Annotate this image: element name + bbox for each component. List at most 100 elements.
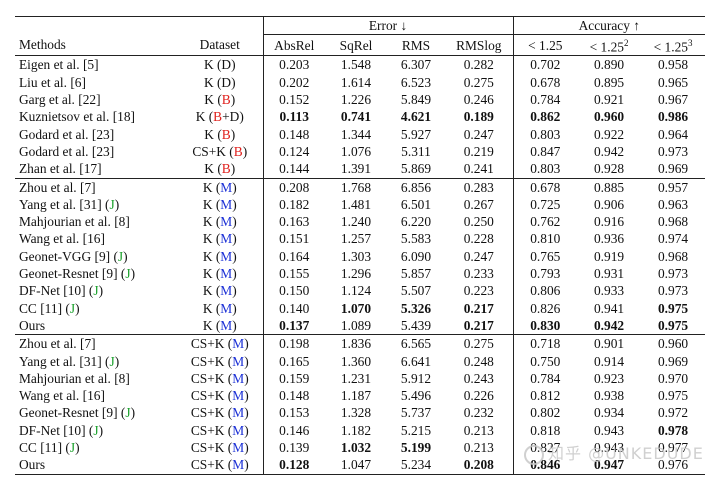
dataset-cell: CS+K (M)	[177, 439, 263, 456]
value-cell: 0.146	[262, 421, 325, 439]
table-row: Geonet-VGG [9] (J) K (M) 0.164 1.303 6.090 0.…	[15, 247, 705, 266]
method-cell: DF-Net [10] (J)	[15, 422, 177, 439]
value-cell: 6.501	[400, 196, 432, 212]
dataset-text: )	[232, 248, 237, 264]
value-cell: 6.090	[400, 248, 432, 264]
value-cell: 0.139	[262, 439, 325, 457]
value-cell: 1.391	[340, 161, 372, 177]
value-cell: 0.975	[657, 317, 689, 333]
value-cell: 0.182	[262, 195, 325, 214]
value-cell: 0.938	[593, 388, 625, 404]
dataset-text: )	[231, 57, 236, 73]
value-cell: 0.960	[593, 109, 625, 125]
value-cell: 0.248	[463, 353, 494, 369]
method-cell: CC [11] (J)	[15, 439, 177, 456]
dataset-text: )	[232, 179, 237, 195]
value-cell: 0.208	[262, 177, 325, 196]
table-row: Zhou et al. [7] K (M) 0.208 1.768 6.856 0.283…	[15, 177, 706, 196]
dataset-text: )	[244, 370, 249, 386]
value-cell: 0.213	[463, 440, 494, 455]
method-paren-close: )	[114, 353, 120, 369]
value-cell: 0.973	[657, 283, 689, 299]
value-cell: 0.967	[657, 92, 689, 108]
value-cell: 0.765	[512, 247, 578, 266]
value-cell: 5.439	[400, 317, 432, 333]
col-header-acc2: < 1.252	[577, 33, 642, 56]
value-cell: 0.165	[262, 352, 325, 370]
dataset-text: )	[232, 283, 237, 299]
value-cell: 0.963	[657, 196, 689, 212]
table-row: DF-Net [10] (J) CS+K (M) 0.146 1.182 5.215 0.…	[15, 421, 705, 439]
joint-training-mark: J	[109, 196, 115, 212]
value-cell: 1.768	[325, 177, 387, 196]
value-cell: 0.163	[262, 213, 325, 231]
value-cell: 1.296	[340, 266, 372, 282]
value-cell: 1.231	[340, 370, 372, 386]
method-name: Godard et al. [23]	[19, 126, 115, 142]
value-cell: 1.187	[340, 388, 372, 404]
value-cell: 1.614	[340, 74, 372, 90]
value-cell: 1.257	[340, 231, 372, 247]
value-cell: 0.275	[445, 334, 514, 353]
method-name: Zhou et al. [7]	[19, 179, 96, 195]
table-row: Mahjourian et al. [8] CS+K (M) 0.159 1.231 5…	[15, 369, 705, 388]
dataset-text: )	[232, 196, 237, 212]
dataset-text: )	[244, 422, 249, 438]
supervision-tag: M	[232, 353, 245, 369]
value-cell: 5.199	[400, 440, 432, 455]
dataset-text: )	[230, 161, 236, 177]
value-cell: 0.802	[512, 404, 578, 422]
value-cell: 0.973	[657, 143, 689, 159]
method-cell: CC [11] (J)	[15, 300, 177, 317]
value-cell: 0.826	[512, 299, 578, 317]
dataset-text: K (	[204, 126, 222, 142]
value-cell: 0.128	[262, 456, 325, 475]
value-cell: 1.076	[340, 143, 372, 159]
method-cell: Ours	[15, 456, 177, 475]
dataset-text: )	[232, 214, 237, 230]
dataset-text: )	[232, 266, 237, 282]
dataset-text: CS+K (	[192, 143, 234, 159]
col-header-acc1: < 1.25	[512, 33, 578, 56]
method-name: Zhan et al. [17]	[19, 161, 102, 177]
value-cell: 6.523	[400, 74, 432, 90]
dataset-text: K (	[202, 196, 221, 212]
dataset-cell: K (M)	[177, 196, 263, 213]
value-cell: 0.150	[262, 282, 325, 300]
dataset-text: )	[244, 353, 249, 369]
dataset-cell: K (D)	[177, 74, 263, 91]
value-cell: 0.803	[512, 125, 578, 143]
dataset-text: K (	[202, 266, 221, 282]
dataset-text: K (	[204, 161, 222, 177]
value-cell: 0.806	[512, 282, 578, 300]
method-name: Geonet-Resnet [9] (	[19, 266, 126, 282]
table-row: Wang et al. [16] CS+K (M) 0.148 1.187 5.496 0…	[15, 387, 705, 405]
supervision-tag: M	[232, 336, 245, 352]
value-cell: 0.784	[512, 369, 578, 388]
method-name: Mahjourian et al. [8]	[19, 214, 130, 230]
value-cell: 5.311	[401, 143, 431, 159]
table-row: Kuznietsov et al. [18] K (B+D) 0.113 0.741 4…	[15, 108, 705, 126]
error-group-header: Error ↓	[262, 16, 514, 35]
method-name: Yang et al. [31] (	[19, 196, 110, 212]
value-cell: 0.885	[577, 177, 642, 196]
value-cell: 5.496	[400, 388, 432, 404]
value-cell: 5.583	[400, 231, 432, 247]
method-name: Ours	[19, 317, 46, 333]
value-cell: 0.267	[463, 196, 494, 212]
value-cell: 0.148	[262, 387, 325, 405]
method-name: CC [11] (	[19, 440, 70, 455]
value-cell: 0.159	[262, 369, 325, 388]
value-cell: 1.124	[340, 283, 372, 299]
value-cell: 6.565	[387, 334, 445, 353]
dataset-text: K (	[202, 179, 221, 195]
method-cell: Yang et al. [31] (J)	[15, 196, 177, 213]
supervision-tag: M	[220, 231, 233, 247]
value-cell: 0.947	[577, 456, 642, 475]
method-cell: Godard et al. [23]	[15, 126, 177, 143]
joint-training-mark: J	[125, 266, 131, 282]
value-cell: 0.223	[463, 283, 494, 299]
method-cell: Mahjourian et al. [8]	[15, 213, 177, 230]
value-cell: 0.189	[463, 109, 494, 125]
method-name: Ours	[19, 457, 46, 473]
